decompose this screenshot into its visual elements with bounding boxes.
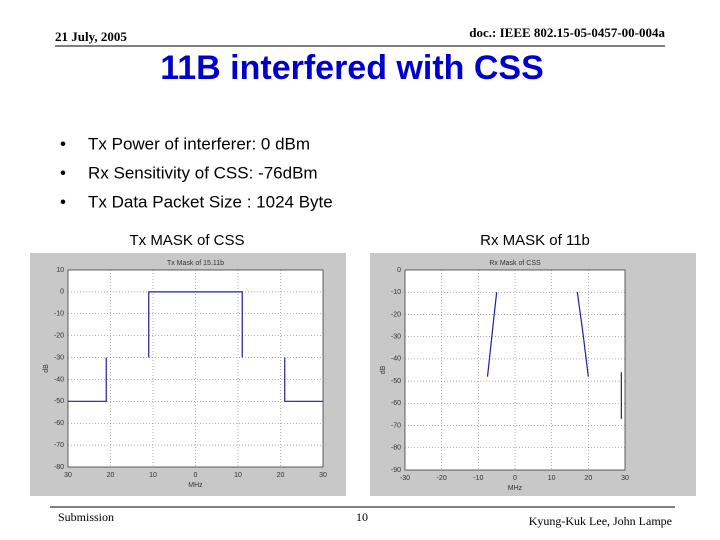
y-tick-label: -10 xyxy=(54,311,64,318)
footer-left: Submission xyxy=(58,510,114,524)
y-tick-label: -40 xyxy=(54,376,64,383)
x-tick-label: 10 xyxy=(149,472,157,479)
x-tick-label: -20 xyxy=(437,475,447,482)
figure-caption: Tx MASK of CSS xyxy=(129,232,244,249)
y-tick-label: -70 xyxy=(54,442,64,449)
y-tick-label: 0 xyxy=(60,289,64,296)
figure-caption: Rx MASK of 11b xyxy=(480,232,590,249)
y-tick-label: 10 xyxy=(56,267,64,274)
y-tick-label: -20 xyxy=(391,311,401,318)
x-tick-label: -30 xyxy=(400,475,410,482)
y-tick-label: -30 xyxy=(54,354,64,361)
x-tick-label: 10 xyxy=(548,475,556,482)
x-tick-label: 0 xyxy=(513,475,517,482)
data-line xyxy=(486,292,622,419)
y-tick-label: -20 xyxy=(54,333,64,340)
y-tick-label: -80 xyxy=(54,464,64,471)
x-tick-label: -10 xyxy=(473,475,483,482)
y-tick-label: -50 xyxy=(54,398,64,405)
bullet-dot: • xyxy=(60,134,66,153)
x-tick-label: 20 xyxy=(107,472,115,479)
y-axis-label: dB xyxy=(380,365,387,374)
bullet-dot: • xyxy=(60,163,66,182)
y-tick-label: -90 xyxy=(391,467,401,474)
plot-area xyxy=(67,269,324,468)
x-axis-label: MHz xyxy=(188,482,203,489)
y-tick-label: 0 xyxy=(397,267,401,274)
bullet-dot: • xyxy=(60,192,66,211)
y-tick-label: -60 xyxy=(391,400,401,407)
chart-title: Rx Mask of CSS xyxy=(489,260,541,267)
x-tick-label: 20 xyxy=(584,475,592,482)
x-tick-label: 30 xyxy=(319,472,327,479)
bullet: Tx Power of interferer: 0 dBm xyxy=(88,134,310,153)
y-tick-label: -70 xyxy=(391,422,401,429)
x-tick-label: 0 xyxy=(194,472,198,479)
bullet: Tx Data Packet Size : 1024 Byte xyxy=(88,192,333,211)
x-tick-label: 10 xyxy=(234,472,242,479)
x-axis-label: MHz xyxy=(508,485,523,492)
y-tick-label: -50 xyxy=(391,378,401,385)
y-tick-label: -60 xyxy=(54,420,64,427)
date: 21 July, 2005 xyxy=(55,29,127,44)
x-tick-label: 30 xyxy=(64,472,72,479)
page-number: 10 xyxy=(356,510,368,524)
bullet: Rx Sensitivity of CSS: -76dBm xyxy=(88,163,318,182)
doc-id: doc.: IEEE 802.15-05-0457-00-004a xyxy=(469,25,665,40)
y-tick-label: -40 xyxy=(391,356,401,363)
y-tick-label: -30 xyxy=(391,334,401,341)
x-tick-label: 20 xyxy=(277,472,285,479)
data-line xyxy=(68,291,323,402)
x-tick-label: 30 xyxy=(621,475,629,482)
y-axis-label: dB xyxy=(43,364,50,373)
chart-title: Tx Mask of 15.11b xyxy=(167,260,224,267)
slide-title: 11B interfered with CSS xyxy=(160,49,544,87)
y-tick-label: -80 xyxy=(391,445,401,452)
y-tick-label: -10 xyxy=(391,289,401,296)
footer-authors: Kyung-Kuk Lee, John Lampe xyxy=(529,514,672,528)
